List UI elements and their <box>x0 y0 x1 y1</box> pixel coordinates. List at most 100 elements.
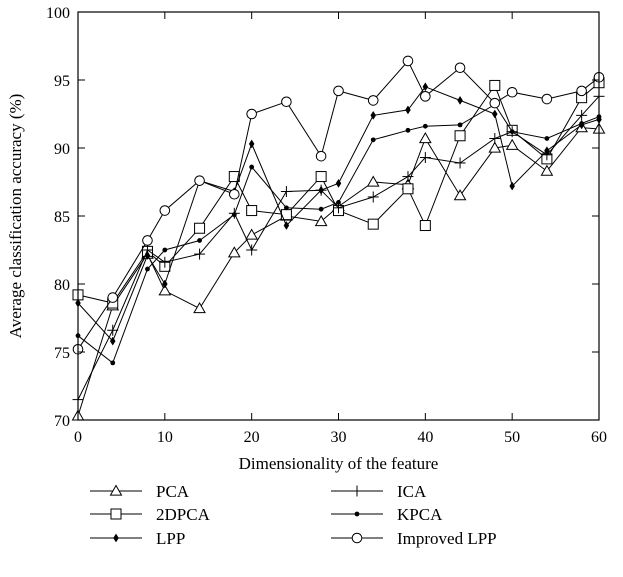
legend-label-improved-lpp: Improved LPP <box>397 529 497 548</box>
y-tick-label-75: 75 <box>54 345 70 362</box>
legend-label-lpp: LPP <box>156 529 185 548</box>
data-point-kpca-12 <box>422 123 428 129</box>
data-point-improved-lpp-4 <box>194 175 205 186</box>
data-point-pca-3 <box>158 284 172 296</box>
x-tick-label-60: 60 <box>591 429 607 446</box>
data-point-lpp-10 <box>370 110 377 120</box>
data-point-lpp-1 <box>109 336 116 346</box>
data-point-2dpca-10 <box>367 218 379 230</box>
data-point-lpp-11 <box>405 105 411 115</box>
data-point-lpp-7 <box>283 221 290 230</box>
data-point-ica-13 <box>454 157 466 169</box>
data-point-kpca-8 <box>318 206 324 212</box>
data-point-improved-lpp-6 <box>246 108 257 120</box>
data-point-improved-lpp-8 <box>315 150 327 162</box>
y-tick-label-100: 100 <box>46 5 70 22</box>
data-point-pca-15 <box>505 138 519 150</box>
y-tick-label-90: 90 <box>54 141 70 158</box>
data-point-improved-lpp-10 <box>367 95 379 106</box>
y-tick-label-70: 70 <box>54 413 70 430</box>
legend-marker-2dpca <box>110 508 122 520</box>
plot-marks <box>71 55 606 421</box>
x-tick-label-20: 20 <box>244 429 260 446</box>
x-tick-label-30: 30 <box>331 429 347 446</box>
legend-marker-lpp <box>113 533 119 543</box>
data-point-lpp-3 <box>162 279 168 289</box>
data-point-improved-lpp-16 <box>541 93 553 105</box>
y-tick-label-80: 80 <box>54 277 70 294</box>
data-point-improved-lpp-15 <box>506 86 518 98</box>
data-point-improved-lpp-2 <box>142 235 153 246</box>
data-point-kpca-7 <box>284 205 289 211</box>
data-point-ica-14 <box>489 132 501 144</box>
data-point-pca-8 <box>314 214 328 227</box>
data-point-ica-11 <box>402 171 414 183</box>
x-tick-label-50: 50 <box>504 429 520 446</box>
data-point-kpca-16 <box>544 136 550 141</box>
series-line-ica <box>77 95 600 400</box>
data-point-ica-10 <box>367 191 379 203</box>
data-point-improved-lpp-3 <box>159 205 171 216</box>
data-point-pca-12 <box>418 131 432 144</box>
data-point-improved-lpp-5 <box>229 188 240 200</box>
x-tick-label-40: 40 <box>417 429 433 446</box>
legend-item-pca: PCA <box>90 482 190 501</box>
data-point-ica-2 <box>141 244 153 256</box>
data-point-kpca-15 <box>509 129 515 135</box>
data-point-kpca-2 <box>145 266 150 272</box>
data-point-kpca-10 <box>370 137 376 143</box>
data-point-improved-lpp-9 <box>333 85 344 97</box>
data-point-lpp-13 <box>457 95 463 105</box>
data-point-lpp-15 <box>509 181 515 191</box>
data-point-kpca-13 <box>457 122 463 128</box>
data-point-2dpca-4 <box>194 222 206 234</box>
data-point-lpp-12 <box>422 82 429 92</box>
data-point-pca-5 <box>227 246 241 258</box>
data-point-lpp-9 <box>335 178 342 188</box>
data-point-ica-1 <box>107 324 119 336</box>
data-point-improved-lpp-13 <box>454 62 466 74</box>
y-tick-label-85: 85 <box>54 209 70 226</box>
legend-item-2dpca: 2DPCA <box>90 505 211 524</box>
legend: PCA 2DPCA LPP ICA KPCA Improved LPP <box>90 482 497 548</box>
legend-marker-pca <box>109 484 123 496</box>
data-point-ica-4 <box>194 248 206 260</box>
data-point-kpca-4 <box>197 238 202 243</box>
y-axis-label: Average classification accuracy (%) <box>6 94 25 339</box>
legend-marker-improved-lpp <box>351 532 363 544</box>
data-point-improved-lpp-1 <box>107 292 119 303</box>
data-point-2dpca-12 <box>419 220 431 232</box>
data-point-ica-8 <box>315 184 327 196</box>
data-point-2dpca-8 <box>315 171 327 183</box>
legend-marker-kpca <box>354 511 360 517</box>
legend-label-ica: ICA <box>397 482 427 501</box>
data-point-pca-13 <box>453 189 467 201</box>
data-point-kpca-11 <box>405 127 411 133</box>
data-point-kpca-9 <box>336 200 341 205</box>
data-point-kpca-1 <box>110 360 116 366</box>
y-tick-label-95: 95 <box>54 73 70 90</box>
legend-label-pca: PCA <box>156 482 190 501</box>
data-point-2dpca-13 <box>454 130 466 142</box>
data-point-2dpca-14 <box>489 79 501 91</box>
data-point-pca-10 <box>366 175 380 187</box>
data-point-ica-7 <box>280 186 292 198</box>
data-point-kpca-3 <box>162 247 168 253</box>
data-point-improved-lpp-17 <box>576 85 587 97</box>
data-point-2dpca-11 <box>402 183 414 195</box>
data-point-ica-17 <box>576 109 588 121</box>
axes: 0 10 20 30 40 50 60 70 75 80 85 90 95 100 <box>46 5 607 446</box>
data-point-lpp-6 <box>248 139 255 149</box>
data-point-improved-lpp-14 <box>489 97 501 109</box>
data-point-kpca-17 <box>579 121 585 126</box>
legend-item-improved-lpp: Improved LPP <box>331 529 497 548</box>
series-line-kpca <box>77 103 600 364</box>
data-point-improved-lpp-7 <box>281 96 292 108</box>
legend-marker-ica <box>351 485 363 497</box>
data-point-ica-16 <box>541 149 553 161</box>
x-tick-label-10: 10 <box>157 429 173 446</box>
data-point-pca-6 <box>245 228 259 240</box>
data-point-kpca-5 <box>231 212 237 218</box>
legend-item-ica: ICA <box>331 482 427 501</box>
